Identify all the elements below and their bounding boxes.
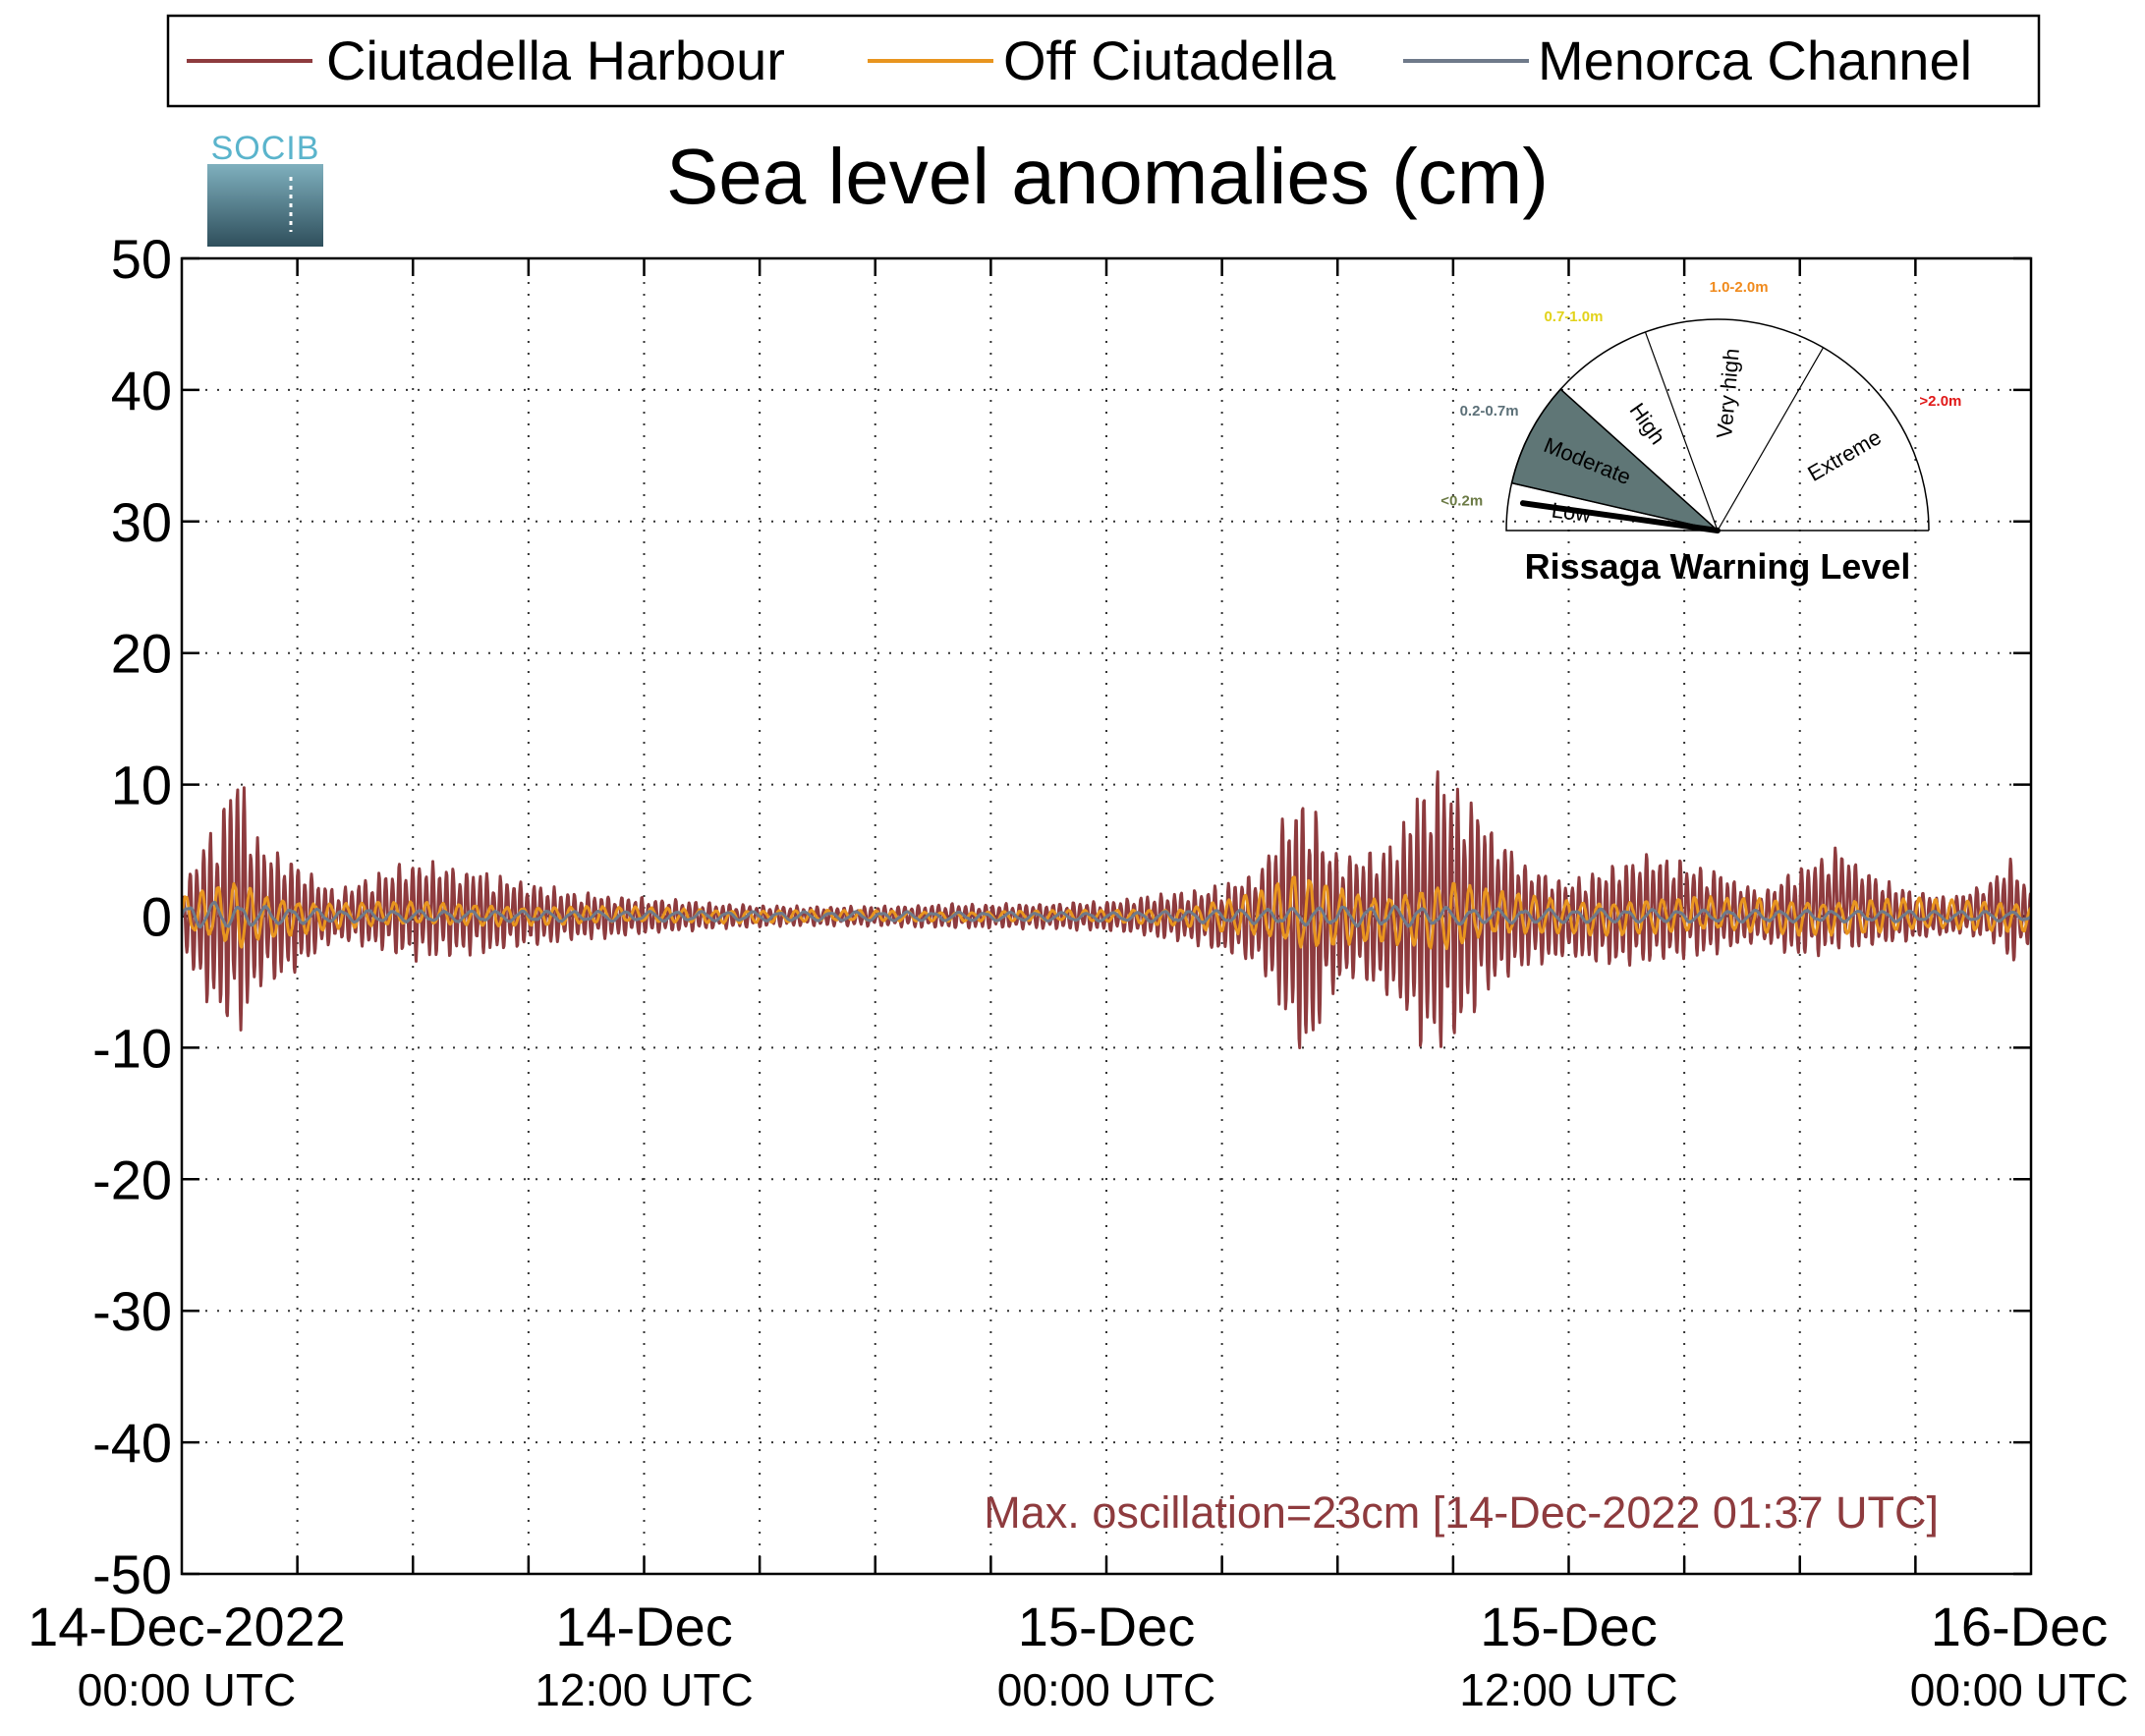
gauge-range-label: 0.2-0.7m (1460, 403, 1519, 420)
legend-entry-ciutadella-harbour: Ciutadella Harbour (187, 29, 785, 91)
legend-frame (166, 14, 2041, 108)
y-tick-label: 10 (111, 755, 172, 816)
series-layer (182, 770, 2031, 1049)
y-tick-label: 20 (111, 623, 172, 685)
logo-emblem (207, 164, 323, 247)
x-tick-date-label: 14-Dec-2022 (28, 1596, 346, 1657)
y-tick-label: 0 (141, 886, 172, 948)
gauge-dividers (1511, 331, 1825, 532)
legend-label-ciutadella-harbour: Ciutadella Harbour (326, 29, 785, 91)
logo-text: SOCIB (211, 130, 320, 167)
y-tick-labels: 50 40 30 20 10 0 -10 -20 -30 -40 -50 (92, 228, 172, 1605)
chart-title: Sea level anomalies (cm) (666, 133, 1549, 220)
y-tick-label: -40 (92, 1412, 172, 1474)
x-tick-time-label: 12:00 UTC (1459, 1664, 1677, 1715)
legend-label-menorca-channel: Menorca Channel (1538, 29, 1972, 91)
legend-entry-menorca-channel: Menorca Channel (1403, 29, 1972, 91)
gauge-title: Rissaga Warning Level (1525, 546, 1911, 587)
gauge-divider (1511, 482, 1719, 532)
gauge-needle (1519, 500, 1721, 533)
x-tick-time-label: 12:00 UTC (535, 1664, 753, 1715)
gauge-divider (1717, 347, 1825, 532)
y-tick-label: 30 (111, 491, 172, 553)
x-tick-date-label: 15-Dec (1018, 1596, 1196, 1657)
max-oscillation-annotation: Max. oscillation=23cm [14-Dec-2022 01:37… (984, 1487, 1939, 1538)
x-tick-date-label: 15-Dec (1480, 1596, 1658, 1657)
gauge-divider (1559, 388, 1719, 532)
x-tick-time-label: 00:00 UTC (1910, 1664, 2128, 1715)
legend-entry-off-ciutadella: Off Ciutadella (868, 29, 1336, 91)
gauge-range-label: 1.0-2.0m (1710, 279, 1769, 296)
series-line-menorca-channel (182, 900, 2031, 929)
gauge-range-label: >2.0m (1919, 393, 1961, 410)
y-tick-label: -50 (92, 1543, 172, 1605)
socib-logo: SOCIB (207, 130, 323, 247)
x-tick-date-label: 16-Dec (1931, 1596, 2109, 1657)
legend-label-off-ciutadella: Off Ciutadella (1003, 29, 1336, 91)
x-tick-time-label: 00:00 UTC (78, 1664, 296, 1715)
gauge-divider (1644, 331, 1719, 532)
x-tick-marks (296, 258, 1917, 1574)
gauge-outline (1505, 318, 1930, 532)
y-tick-label: -20 (92, 1148, 172, 1210)
gauge-range-label: <0.2m (1440, 492, 1483, 509)
gauge-range-labels: <0.2m 0.2-0.7m 0.7-1.0m 1.0-2.0m >2.0m (1440, 279, 1961, 509)
y-tick-label: 40 (111, 360, 172, 421)
y-tick-label: -10 (92, 1017, 172, 1079)
plot-frame (180, 256, 2033, 1576)
gauge-level-label: Low (1551, 497, 1593, 527)
x-tick-date-label: 14-Dec (555, 1596, 733, 1657)
series-line-ciutadella-harbour (182, 770, 2031, 1049)
y-tick-label: -30 (92, 1280, 172, 1342)
y-tick-label: 50 (111, 228, 172, 290)
gauge-range-label: 0.7-1.0m (1544, 308, 1603, 325)
x-tick-time-label: 00:00 UTC (997, 1664, 1215, 1715)
legend: Ciutadella Harbour Off Ciutadella Menorc… (166, 14, 2041, 108)
x-tick-labels: 14-Dec-2022 00:00 UTC 14-Dec 12:00 UTC 15-De… (28, 1596, 2128, 1715)
